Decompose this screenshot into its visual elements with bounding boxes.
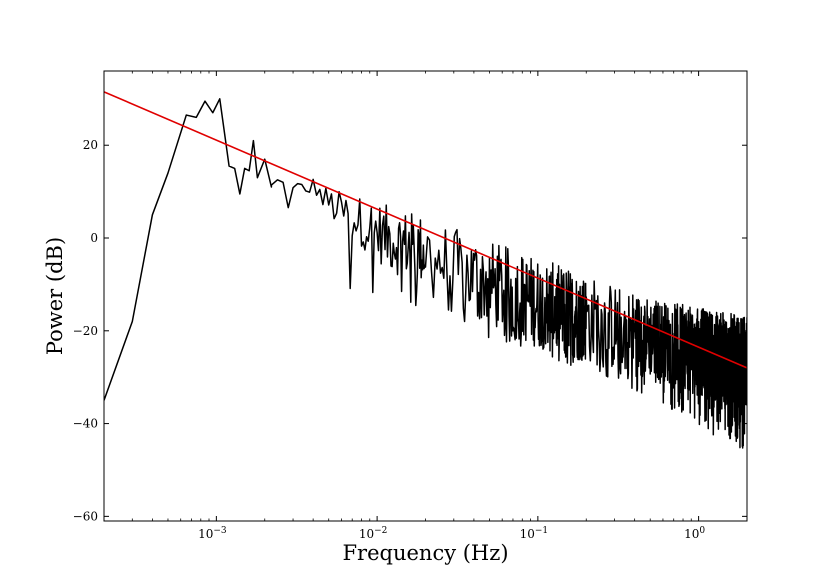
y-tick-label: 0 <box>90 231 98 245</box>
x-tick-label: 100 <box>684 526 705 541</box>
x-axis-label: Frequency (Hz) <box>342 541 508 565</box>
y-tick-label: −60 <box>73 509 98 523</box>
fit-line <box>104 91 747 369</box>
y-tick-label: −20 <box>73 324 98 338</box>
y-tick-label: −40 <box>73 417 98 431</box>
spectrum-series-line <box>104 98 747 449</box>
y-axis-label: Power (dB) <box>43 237 67 355</box>
plot-frame <box>103 70 748 522</box>
x-tick-label: 10−2 <box>359 526 388 541</box>
x-tick-label: 10−1 <box>520 526 549 541</box>
plot-area <box>103 70 748 522</box>
y-tick-label: 20 <box>83 138 98 152</box>
x-tick-label: 10−3 <box>198 526 227 541</box>
